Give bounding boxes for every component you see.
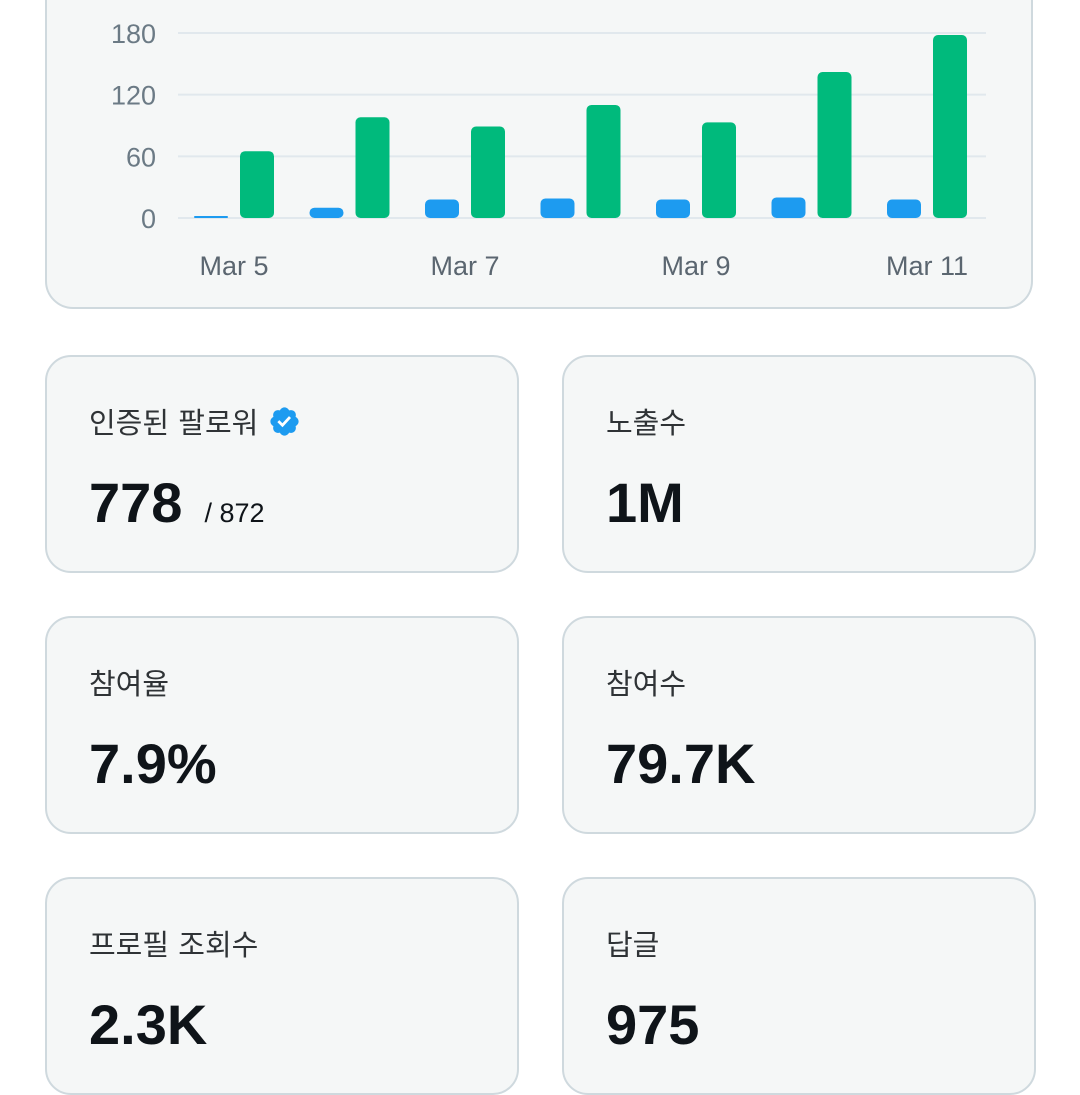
bar-green-series[interactable] <box>240 151 274 218</box>
stat-card-replies[interactable]: 답글 975 <box>562 877 1036 1095</box>
bar-green-series[interactable] <box>817 72 852 218</box>
stat-card-profile-visits[interactable]: 프로필 조회수 2.3K <box>45 877 519 1095</box>
bar-blue-series[interactable] <box>656 199 690 219</box>
bar-blue-series[interactable] <box>771 197 806 218</box>
x-tick-label: Mar 5 <box>199 251 268 281</box>
impressions-label: 노출수 <box>606 406 687 440</box>
stat-card-engagements[interactable]: 참여수 79.7K <box>562 616 1036 834</box>
profile-visits-label: 프로필 조회수 <box>89 928 259 962</box>
verified-badge-icon <box>270 406 299 436</box>
activity-bar-chart: 0 60 120 180 Mar 5 Mar 7 Mar 9 Mar 11 <box>111 19 986 281</box>
stat-card-engagement-rate[interactable]: 참여율 7.9% <box>45 616 519 834</box>
bar-blue-series[interactable] <box>887 199 921 219</box>
y-tick-label: 0 <box>141 204 156 234</box>
replies-value: 975 <box>606 993 700 1056</box>
stat-label: 인증된 팔로워 <box>89 400 301 442</box>
verified-followers-total: / 872 <box>204 498 265 528</box>
stat-card-verified-followers[interactable]: 인증된 팔로워 778/ 872 <box>45 355 519 573</box>
impressions-value: 1M <box>606 471 684 534</box>
replies-label: 답글 <box>606 928 660 962</box>
bar-green-series[interactable] <box>933 35 967 218</box>
bar-blue-series[interactable] <box>309 207 344 218</box>
y-tick-label: 120 <box>111 81 156 111</box>
stat-value: 778/ 872 <box>89 475 265 531</box>
profile-visits-value: 2.3K <box>89 993 208 1056</box>
engagement-rate-label: 참여율 <box>89 667 170 701</box>
bar-green-series[interactable] <box>471 126 505 218</box>
y-tick-label: 180 <box>111 19 156 49</box>
bar-green-series[interactable] <box>702 122 736 218</box>
x-tick-label: Mar 11 <box>886 251 968 281</box>
bar-blue-series[interactable] <box>540 198 575 218</box>
verified-followers-label: 인증된 팔로워 <box>89 406 259 440</box>
engagements-label: 참여수 <box>606 667 687 701</box>
bar-blue-series[interactable] <box>425 199 459 219</box>
engagement-rate-value: 7.9% <box>89 732 217 795</box>
x-tick-label: Mar 9 <box>661 251 730 281</box>
x-tick-label: Mar 7 <box>430 251 499 281</box>
bar-green-series[interactable] <box>586 104 621 218</box>
engagements-value: 79.7K <box>606 732 756 795</box>
activity-chart-card <box>45 0 1033 309</box>
bar-blue-series[interactable] <box>194 216 228 218</box>
stat-card-impressions[interactable]: 노출수 1M <box>562 355 1036 573</box>
y-tick-label: 60 <box>126 142 156 172</box>
verified-followers-value: 778 <box>89 471 183 534</box>
bar-green-series[interactable] <box>355 117 390 218</box>
